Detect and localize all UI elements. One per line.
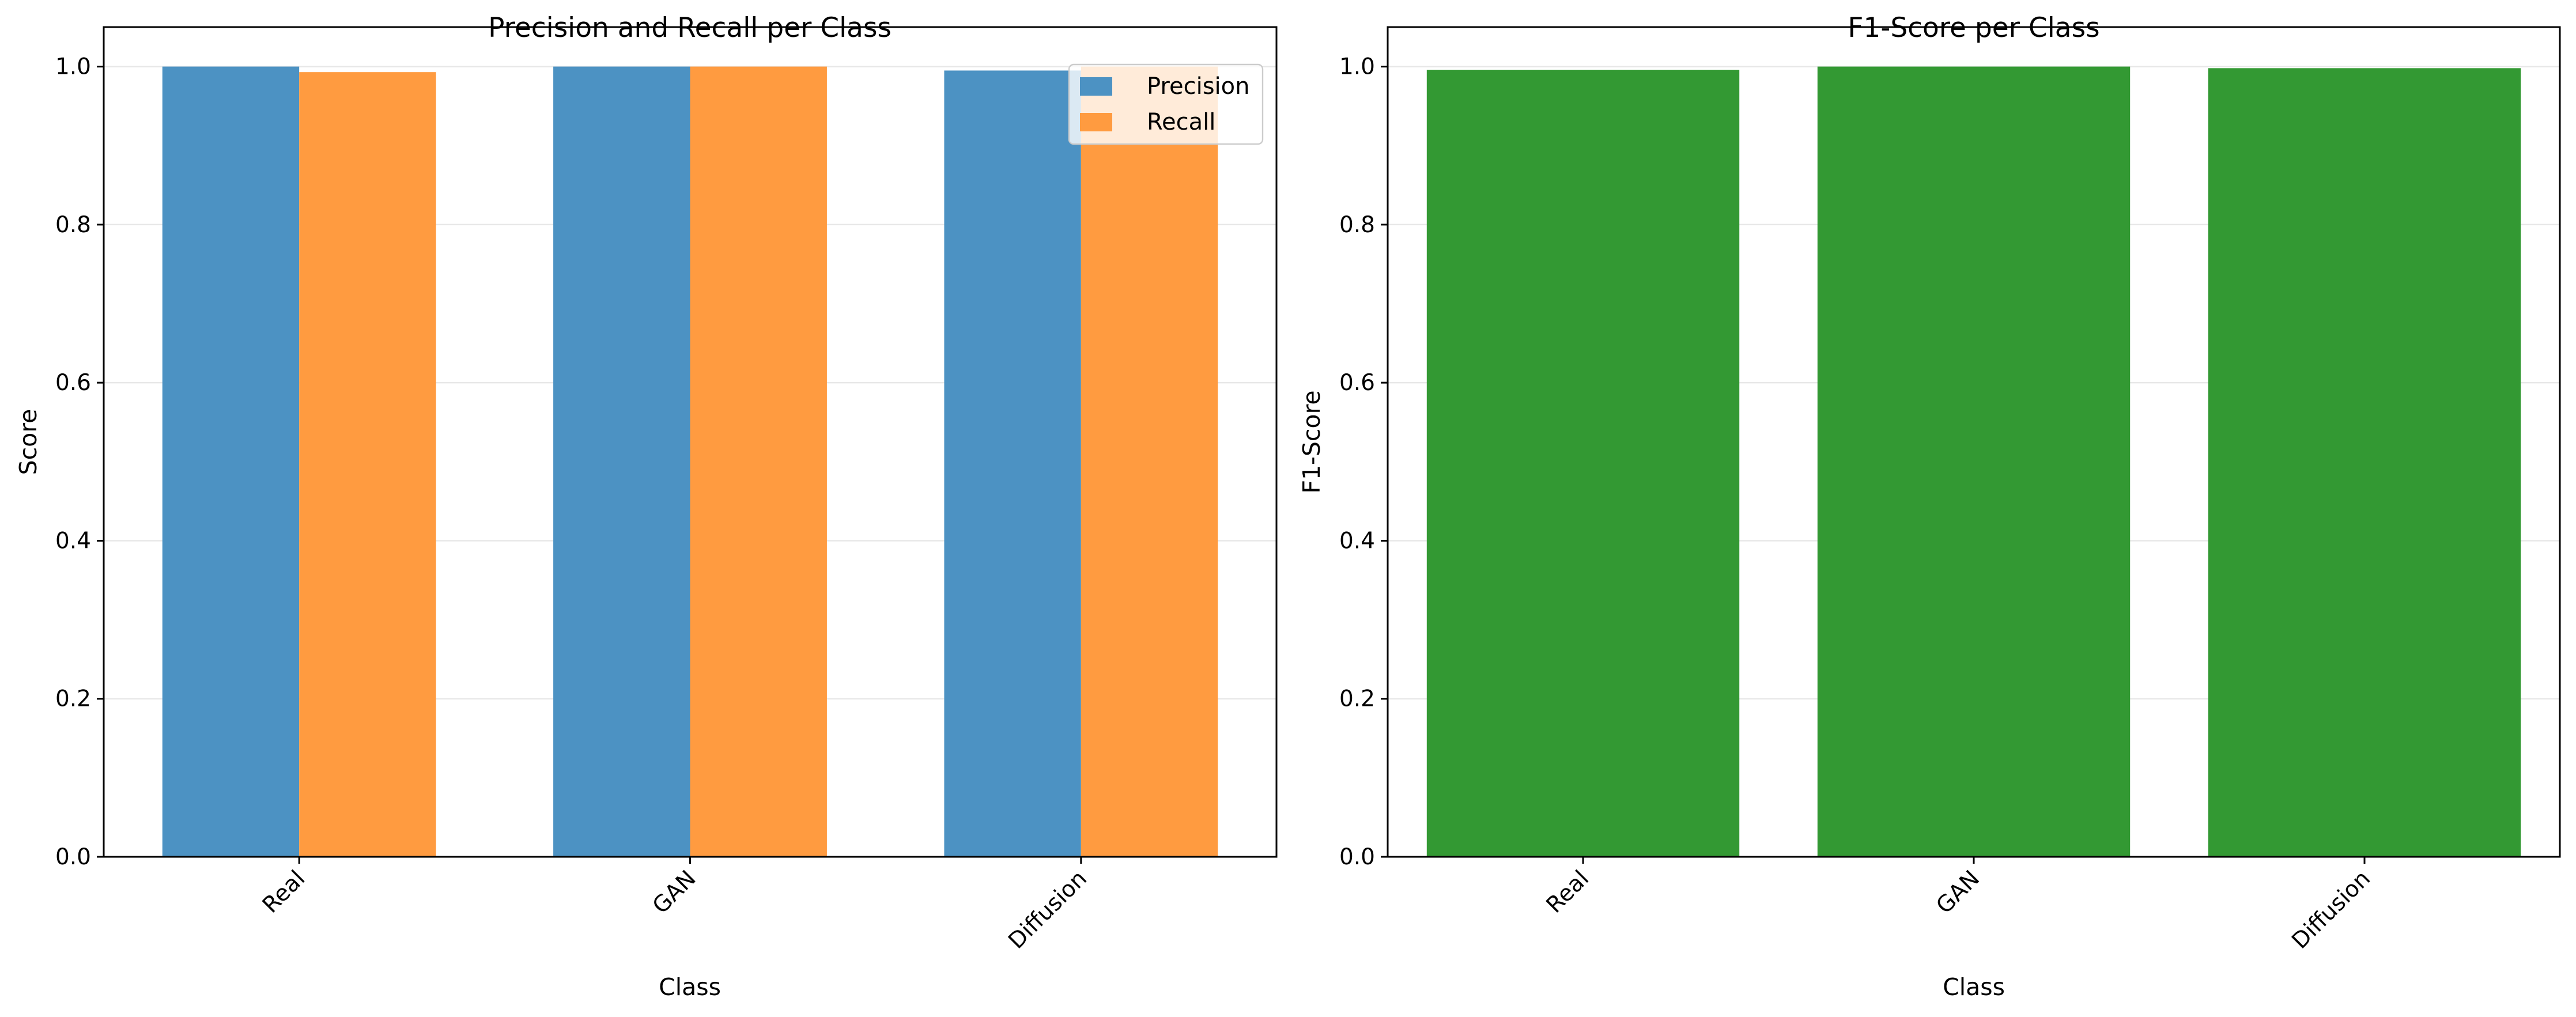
f1-score-title: F1-Score per Class <box>1848 12 2099 44</box>
precision-recall-y-tick-label: 0.2 <box>55 686 91 712</box>
precision-recall-bars <box>162 66 1218 857</box>
f1-score-y-tick-label: 1.0 <box>1339 54 1375 80</box>
precision-recall-chart: 0.00.20.40.60.81.0 Real GAN Diffusion Prec… <box>14 12 1278 1001</box>
bar-f1-score-real <box>1426 70 1740 857</box>
precision-recall-legend: Precision Recall <box>1068 63 1264 145</box>
precision-recall-y-tick-label: 1.0 <box>55 54 91 80</box>
bar-precision-gan <box>553 66 690 857</box>
f1-score-y-tick-label: 0.6 <box>1339 370 1375 396</box>
bar-precision-real <box>162 66 300 857</box>
precision-recall-y-tick-label: 0.8 <box>55 212 91 238</box>
precision-recall-x-axis-label: Class <box>659 973 721 1001</box>
f1-score-y-tick-label: 0.0 <box>1339 844 1375 870</box>
precision-recall-y-tick-label: 0.0 <box>55 844 91 870</box>
bar-f1-score-diffusion <box>2208 68 2521 857</box>
f1-score-y-tick-label: 0.4 <box>1339 528 1375 554</box>
f1-score-chart: 0.00.20.40.60.81.0 Real GAN Diffusion F1-S… <box>1298 12 2561 1001</box>
precision-recall-y-tick-label: 0.6 <box>55 370 91 396</box>
precision-recall-y-tick-label: 0.4 <box>55 528 91 554</box>
precision-recall-y-ticks: 0.0 0.2 0.4 0.6 0.8 1.0 <box>55 54 104 870</box>
bar-recall-real <box>299 72 436 857</box>
f1-score-x-axis-label: Class <box>1943 973 2005 1001</box>
bar-precision-diffusion <box>944 70 1081 857</box>
f1-score-bars <box>1426 66 2521 857</box>
legend-frame <box>1068 63 1264 145</box>
f1-score-y-ticks: 0.0 0.2 0.4 0.6 0.8 1.0 <box>1339 54 1388 870</box>
bar-f1-score-gan <box>1817 66 2131 857</box>
precision-recall-y-axis-label: Score <box>14 409 42 475</box>
bar-recall-diffusion <box>1081 66 1218 857</box>
precision-recall-title: Precision and Recall per Class <box>488 12 892 44</box>
bar-recall-gan <box>690 66 827 857</box>
f1-score-y-axis-label: F1-Score <box>1298 390 1325 493</box>
legend-label-recall: Recall <box>1147 109 1215 135</box>
f1-score-y-tick-label: 0.8 <box>1339 212 1375 238</box>
legend-swatch-precision <box>1080 77 1112 96</box>
legend-label-precision: Precision <box>1147 73 1249 100</box>
legend-swatch-recall <box>1080 113 1112 131</box>
f1-score-y-tick-label: 0.2 <box>1339 686 1375 712</box>
